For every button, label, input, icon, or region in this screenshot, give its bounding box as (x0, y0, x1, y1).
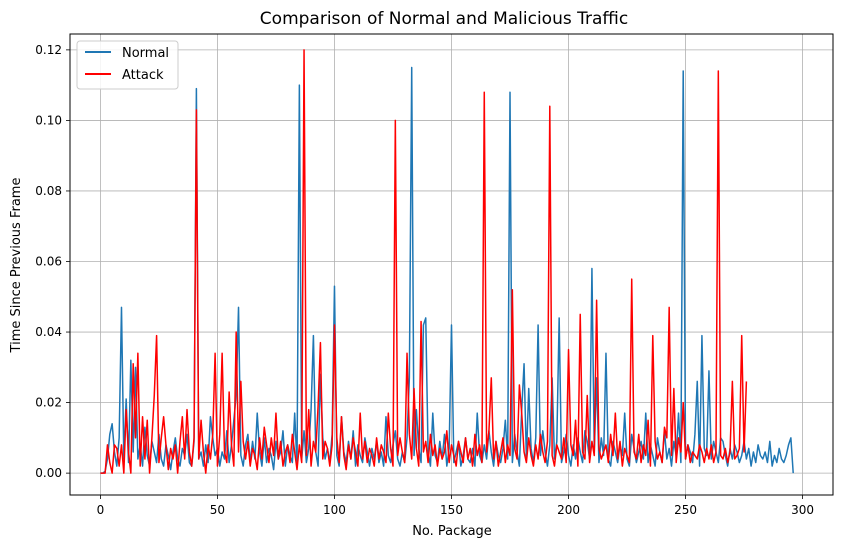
series-line-attack (100, 49, 748, 474)
x-tick-label: 0 (97, 503, 105, 517)
y-tick-label: 0.12 (35, 43, 62, 57)
legend-label-attack: Attack (122, 68, 164, 83)
x-tick-label: 300 (791, 503, 814, 517)
series-layer (100, 49, 794, 474)
x-tick-label: 50 (210, 503, 225, 517)
legend: Normal Attack (76, 40, 179, 90)
chart-title: Comparison of Normal and Malicious Traff… (260, 9, 628, 29)
x-tick-label: 200 (557, 503, 580, 517)
x-axis-label: No. Package (412, 524, 492, 539)
y-tick-label: 0.04 (35, 325, 62, 339)
y-tick-label: 0.00 (35, 466, 62, 480)
x-tick-label: 100 (323, 503, 346, 517)
x-axis: 0 50 100 150 200 250 300 (97, 495, 814, 517)
x-tick-label: 250 (674, 503, 697, 517)
y-tick-label: 0.08 (35, 184, 62, 198)
x-tick-label: 150 (440, 503, 463, 517)
y-tick-label: 0.06 (35, 255, 62, 269)
legend-label-normal: Normal (122, 46, 169, 61)
y-tick-label: 0.10 (35, 113, 62, 127)
series-line-normal (100, 66, 794, 474)
y-tick-label: 0.02 (35, 396, 62, 410)
y-axis-label: Time Since Previous Frame (9, 178, 24, 354)
y-axis: 0.00 0.02 0.04 0.06 0.08 0.10 0.12 (35, 43, 70, 480)
